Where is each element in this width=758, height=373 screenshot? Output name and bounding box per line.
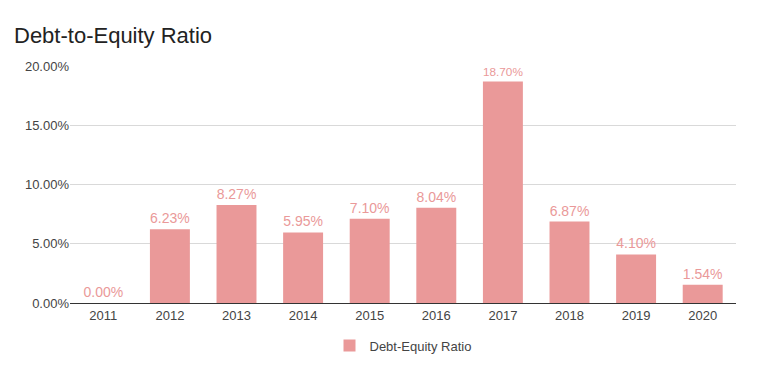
svg-text:Debt-Equity Ratio: Debt-Equity Ratio [370,339,472,354]
svg-text:2019: 2019 [622,308,651,323]
svg-text:5.00%: 5.00% [32,236,69,251]
svg-text:6.87%: 6.87% [550,203,590,219]
svg-text:2018: 2018 [555,308,584,323]
svg-text:Debt-to-Equity Ratio: Debt-to-Equity Ratio [14,23,212,48]
svg-text:0.00%: 0.00% [32,296,69,311]
svg-text:10.00%: 10.00% [25,177,70,192]
svg-text:20.00%: 20.00% [25,59,70,74]
svg-text:2012: 2012 [155,308,184,323]
svg-text:4.10%: 4.10% [616,235,656,251]
svg-text:5.95%: 5.95% [283,213,323,229]
svg-text:1.54%: 1.54% [683,266,723,282]
svg-text:6.23%: 6.23% [150,210,190,226]
svg-text:18.70%: 18.70% [483,65,523,78]
svg-text:8.27%: 8.27% [217,186,257,202]
svg-text:7.10%: 7.10% [350,200,390,216]
svg-text:15.00%: 15.00% [25,118,70,133]
svg-text:2013: 2013 [222,308,251,323]
svg-text:2015: 2015 [355,308,384,323]
svg-text:2014: 2014 [289,308,318,323]
svg-text:0.00%: 0.00% [83,284,123,300]
svg-text:8.04%: 8.04% [416,189,456,205]
svg-text:2011: 2011 [89,308,117,323]
svg-text:2016: 2016 [422,308,451,323]
svg-text:2020: 2020 [688,308,717,323]
svg-text:2017: 2017 [488,308,517,323]
